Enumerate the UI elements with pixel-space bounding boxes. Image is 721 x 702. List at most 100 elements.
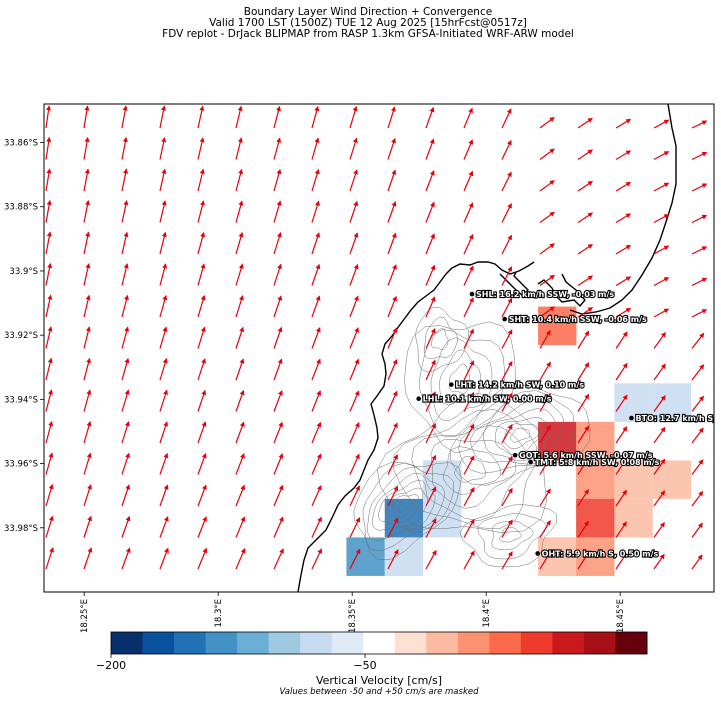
colorbar-swatch-5 xyxy=(268,632,301,654)
terrain-contour-27 xyxy=(423,316,458,360)
velocity-cell-6 xyxy=(576,537,615,576)
wind-vector xyxy=(121,515,131,538)
wind-vector xyxy=(349,485,360,507)
wind-vector xyxy=(387,232,397,255)
wind-vector xyxy=(197,263,206,286)
terrain-contour-28 xyxy=(415,307,470,373)
wind-vector xyxy=(45,547,54,570)
terrain-contour-25 xyxy=(404,321,516,454)
station-marker-sht[interactable] xyxy=(502,316,507,322)
wind-vector xyxy=(653,182,670,192)
wind-vector xyxy=(387,295,397,318)
wind-vector xyxy=(501,424,513,444)
wind-vector xyxy=(349,516,361,538)
wind-vector xyxy=(387,358,398,381)
wind-vector xyxy=(501,519,513,538)
wind-vector xyxy=(425,549,437,570)
wind-vector xyxy=(121,547,131,570)
wind-vector xyxy=(463,487,475,507)
colorbar-tick-label-min: −200 xyxy=(96,659,126,672)
wind-vector xyxy=(159,105,166,129)
wind-vector xyxy=(501,360,513,381)
wind-vector xyxy=(45,168,52,192)
wind-vector xyxy=(577,457,589,475)
station-marker-bto[interactable] xyxy=(629,415,634,421)
wind-vector xyxy=(311,484,322,507)
wind-vector xyxy=(691,277,708,287)
wind-vector xyxy=(197,137,205,160)
station-marker-tmt[interactable] xyxy=(528,459,533,465)
wind-vector xyxy=(539,329,551,349)
wind-vector xyxy=(273,137,282,160)
wind-vector xyxy=(159,263,168,286)
wind-vector xyxy=(273,421,283,444)
wind-vector xyxy=(159,389,168,412)
wind-vector xyxy=(577,212,594,224)
wind-vector xyxy=(463,328,474,349)
colorbar: −200 −50 Vertical Velocity [cm/s] Values… xyxy=(96,631,648,697)
wind-vector xyxy=(311,105,320,129)
wind-vector xyxy=(121,136,128,160)
wind-vector xyxy=(387,169,397,192)
wind-vector xyxy=(349,358,360,381)
velocity-cell-10 xyxy=(614,383,653,422)
lon-tick-label-1: 18.3°E xyxy=(214,599,224,628)
colorbar-swatch-12 xyxy=(489,632,522,654)
wind-vector xyxy=(691,309,708,318)
terrain-contour-5 xyxy=(367,466,446,541)
wind-vector xyxy=(311,326,321,349)
wind-vector xyxy=(311,168,320,192)
station-marker-got[interactable] xyxy=(512,452,518,458)
wind-vector xyxy=(83,357,92,381)
wind-vector xyxy=(159,168,167,192)
wind-vector xyxy=(501,202,512,223)
wind-vector xyxy=(45,515,54,538)
wind-vector xyxy=(653,458,666,475)
wind-vector xyxy=(45,231,52,255)
wind-vector xyxy=(387,264,397,286)
station-marker-oht[interactable] xyxy=(535,551,540,556)
lat-tick-label-4: 33.94°S xyxy=(4,395,38,405)
colorbar-swatch-1 xyxy=(142,632,175,654)
wind-vector xyxy=(83,231,91,255)
velocity-cell-2 xyxy=(576,421,615,461)
terrain-contour-18 xyxy=(411,425,529,522)
station-marker-shl[interactable] xyxy=(469,291,475,297)
map-area[interactable]: SHL: 16.2 km/h SSW, -0.03 m/s SHT: 10.4 k… xyxy=(45,104,721,592)
wind-vector xyxy=(235,168,244,192)
terrain-contours xyxy=(353,307,591,568)
wind-vector xyxy=(425,327,436,349)
velocity-cell-11 xyxy=(652,383,692,422)
station-marker-lht[interactable] xyxy=(449,382,454,387)
wind-vector xyxy=(501,551,513,570)
wind-vector xyxy=(501,234,512,255)
wind-vector xyxy=(311,232,321,255)
wind-vector xyxy=(577,362,590,381)
station-marker-lhl[interactable] xyxy=(416,396,421,402)
wind-vector xyxy=(235,326,245,349)
wind-vector xyxy=(615,276,632,287)
terrain-contour-16 xyxy=(443,446,501,495)
colorbar-swatch-16 xyxy=(615,632,648,654)
wind-vector xyxy=(425,486,437,507)
wind-vector xyxy=(83,547,93,570)
lon-tick-label-2: 18.35°E xyxy=(348,599,358,633)
wind-vector xyxy=(349,453,360,475)
wind-vector xyxy=(577,520,589,538)
wind-vector xyxy=(539,148,555,160)
wind-vector xyxy=(577,307,594,318)
wind-vector xyxy=(311,421,322,444)
wind-vector xyxy=(539,520,551,538)
wind-vector xyxy=(387,454,398,475)
coastline-table-bay xyxy=(569,104,677,315)
wind-vector xyxy=(273,105,281,129)
stations: SHL: 16.2 km/h SSW, -0.03 m/s SHT: 10.4 k… xyxy=(416,289,714,560)
station-label-got: GOT: 5.6 km/h SSW, -0.07 m/s xyxy=(519,451,653,460)
station-label-lht: LHT: 14.2 km/h SW, 0.10 m/s xyxy=(455,381,584,390)
wind-vector xyxy=(539,456,551,475)
colorbar-swatch-13 xyxy=(520,632,553,654)
station-label-sht: SHT: 10.4 km/h SSW, -0.06 m/s xyxy=(509,315,647,324)
wind-vector xyxy=(463,360,475,381)
wind-vector xyxy=(615,394,628,412)
wind-vector xyxy=(197,421,207,444)
